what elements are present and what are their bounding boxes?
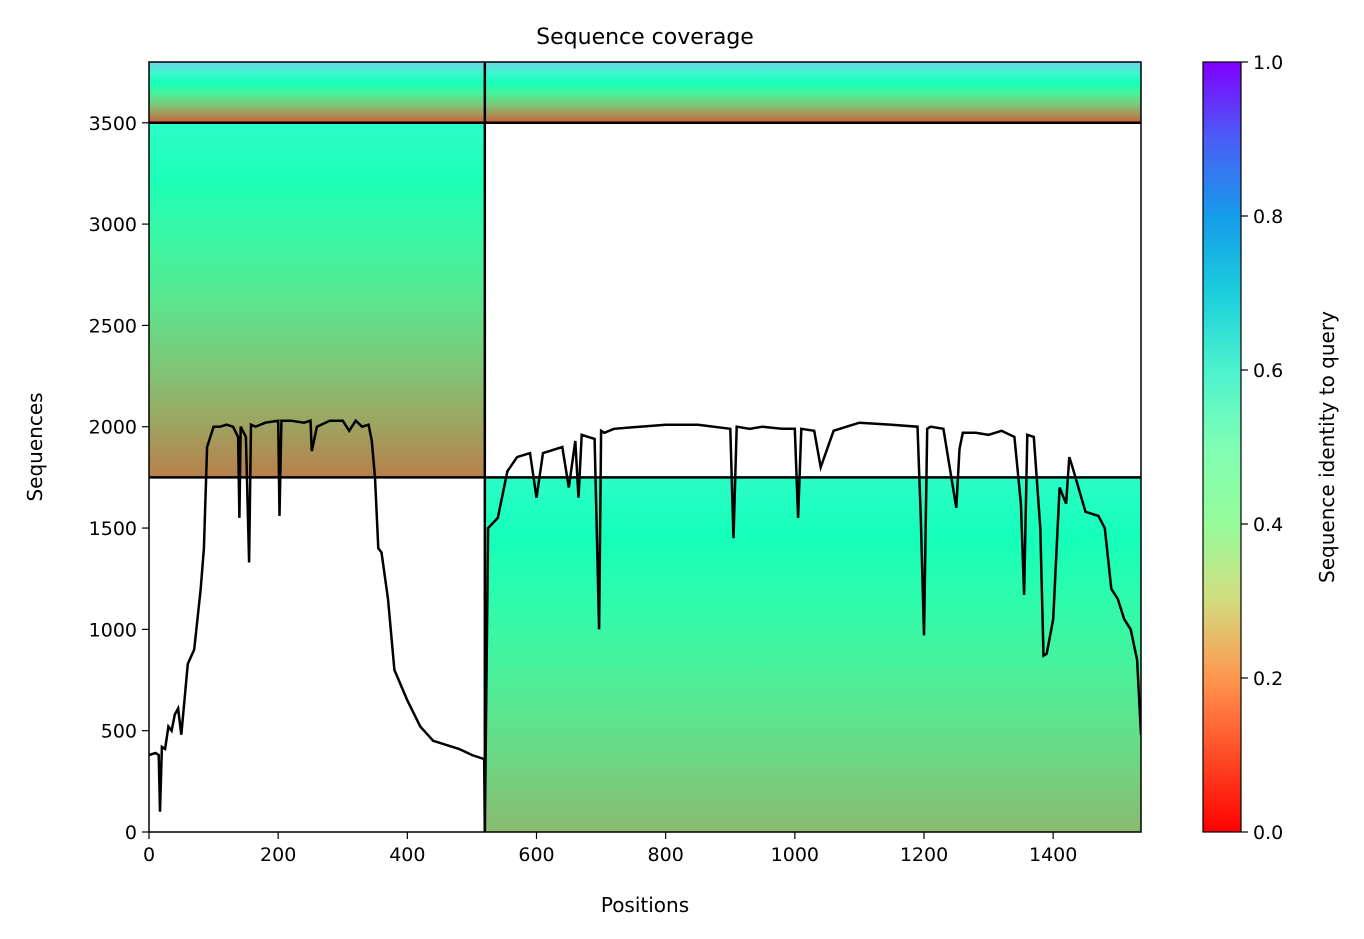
y-axis-ticks: 0 500 1000 1500 2000 2500 3000 3500 (89, 113, 149, 844)
x-axis-label: Positions (601, 893, 689, 917)
coverage-block (149, 122, 485, 478)
y-tick-label: 0 (125, 822, 137, 844)
colorbar-tick-label: 0.0 (1253, 822, 1283, 844)
y-tick-label: 3500 (89, 113, 137, 135)
colorbar-tick-label: 0.2 (1253, 668, 1283, 690)
coverage-blocks (149, 62, 1141, 832)
x-tick-label: 200 (260, 844, 296, 866)
colorbar-ticks: 0.0 0.2 0.4 0.6 0.8 1.0 (1241, 52, 1283, 844)
block-dividers (149, 62, 1141, 832)
x-tick-label: 800 (648, 844, 684, 866)
y-tick-label: 2500 (89, 315, 137, 337)
x-tick-label: 400 (389, 844, 425, 866)
coverage-block (149, 62, 1141, 123)
x-tick-label: 1200 (900, 844, 948, 866)
chart-title: Sequence coverage (536, 25, 754, 50)
y-tick-label: 1000 (89, 619, 137, 641)
x-axis-ticks: 0 200 400 600 800 1000 1200 1400 (143, 832, 1077, 866)
x-tick-label: 600 (518, 844, 554, 866)
y-tick-label: 500 (101, 721, 137, 743)
coverage-line (149, 418, 1141, 832)
plot-frame (148, 61, 1142, 833)
x-tick-label: 0 (143, 844, 155, 866)
colorbar (1202, 61, 1242, 833)
y-tick-label: 3000 (89, 214, 137, 236)
y-tick-label: 1500 (89, 518, 137, 540)
coverage-block (484, 477, 1141, 832)
colorbar-tick-label: 0.4 (1253, 514, 1283, 536)
x-tick-label: 1000 (771, 844, 819, 866)
colorbar-tick-label: 0.8 (1253, 206, 1283, 228)
colorbar-label: Sequence identity to query (1315, 311, 1339, 583)
colorbar-tick-label: 1.0 (1253, 52, 1283, 74)
colorbar-tick-label: 0.6 (1253, 360, 1283, 382)
y-axis-label: Sequences (23, 392, 47, 501)
x-tick-label: 1400 (1029, 844, 1077, 866)
y-tick-label: 2000 (89, 417, 137, 439)
